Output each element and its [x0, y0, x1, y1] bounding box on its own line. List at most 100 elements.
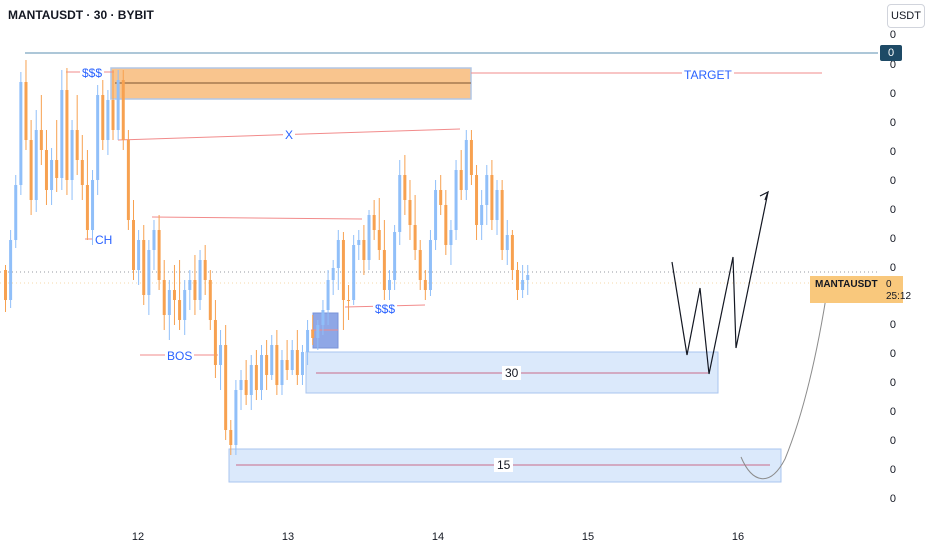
candle-body — [270, 345, 274, 375]
symbol-price-tag: MANTAUSDT 0 25:12 — [810, 276, 911, 303]
candle-body — [393, 232, 397, 280]
candle-body — [403, 175, 407, 200]
candle-body — [106, 100, 110, 140]
candle-body — [244, 380, 248, 395]
candle-body — [316, 325, 320, 338]
candle-body — [377, 230, 381, 250]
candle-body — [162, 280, 166, 315]
candle-body — [357, 240, 361, 245]
candle-body — [295, 350, 299, 375]
candle-body — [50, 160, 54, 190]
projection-path — [671, 191, 769, 375]
candle-body — [60, 90, 64, 178]
label-liquidity-mid[interactable]: $$$ — [373, 302, 398, 316]
label-zone-15[interactable]: 15 — [494, 458, 514, 472]
candle-body — [265, 355, 269, 375]
label-zone-30[interactable]: 30 — [502, 366, 522, 380]
label-bos[interactable]: BOS — [165, 349, 195, 363]
candle-body — [505, 235, 509, 250]
candle-body — [321, 310, 325, 325]
price-axis-label: 0 — [889, 146, 896, 158]
candle-body — [178, 300, 182, 320]
candle-body — [167, 290, 171, 315]
candle-body — [434, 190, 438, 240]
candle-body — [101, 95, 105, 140]
candle-body — [444, 205, 448, 245]
candle-body — [495, 190, 499, 220]
symbol-title: MANTAUSDT · 30 · BYBIT — [8, 8, 154, 22]
candle-body — [521, 280, 525, 290]
candle-body — [85, 185, 89, 230]
candle-body — [116, 80, 120, 130]
label-ch[interactable]: CH — [93, 233, 115, 247]
projection-arrowhead — [759, 190, 770, 201]
candle-body — [219, 345, 223, 365]
alternate-projection-curve — [740, 284, 829, 480]
candle-body — [132, 220, 135, 270]
candle-body — [331, 268, 335, 280]
candle-body — [428, 240, 432, 290]
candle-body — [480, 205, 484, 225]
candle-body — [516, 270, 519, 290]
price-axis-label: 0 — [889, 377, 896, 389]
candle-body — [198, 260, 202, 300]
candle-body — [367, 215, 371, 260]
candle-body — [275, 345, 279, 385]
price-axis-label: 0 — [889, 29, 896, 41]
candle-body — [188, 280, 192, 290]
candle-body — [203, 260, 207, 280]
candle-body — [439, 190, 443, 205]
candle-body — [19, 82, 23, 185]
candle-body — [464, 140, 468, 190]
candle-body — [9, 240, 13, 300]
time-axis-label: 15 — [581, 531, 595, 543]
symbol-tag-value: 0 — [886, 279, 892, 290]
candle-body — [152, 230, 156, 250]
label-x[interactable]: X — [283, 128, 296, 142]
candle-body — [55, 160, 59, 178]
candle-body — [121, 80, 125, 140]
candle-body — [311, 330, 315, 338]
candle-body — [172, 290, 176, 300]
candles-layer — [4, 60, 530, 455]
candle-body — [362, 240, 366, 260]
candle-body — [254, 365, 258, 390]
candle-body — [29, 140, 33, 200]
candle-body — [24, 82, 28, 140]
price-axis-label: 0 — [889, 464, 896, 476]
candle-body — [469, 140, 473, 175]
candle-body — [75, 130, 79, 160]
bar-countdown: 25:12 — [886, 291, 912, 302]
price-axis-label: 0 — [889, 435, 896, 447]
currency-selector[interactable]: USDT — [887, 4, 925, 28]
candle-body — [213, 320, 217, 365]
price-axis-label: 0 — [889, 233, 896, 245]
candle-body — [229, 430, 233, 445]
candle-body — [388, 280, 391, 290]
candle-body — [418, 250, 422, 280]
candle-body — [300, 352, 304, 375]
label-liquidity-left[interactable]: $$$ — [80, 66, 105, 80]
candle-body — [500, 190, 504, 250]
label-target[interactable]: TARGET — [682, 68, 734, 82]
candle-body — [91, 180, 95, 230]
candle-body — [372, 215, 376, 230]
price-axis-label: 0 — [889, 319, 896, 331]
candle-body — [137, 240, 141, 270]
candle-body — [454, 170, 458, 230]
candle-body — [352, 245, 356, 300]
candle-body — [490, 175, 494, 220]
candle-body — [341, 240, 345, 300]
candle-body — [459, 170, 463, 190]
candle-body — [475, 175, 479, 225]
candle-body — [413, 225, 417, 250]
last-price-tag: 0 — [880, 45, 902, 61]
candle-body — [239, 380, 243, 390]
candle-body — [510, 235, 514, 270]
candle-body — [111, 100, 115, 130]
price-axis-label: 0 — [889, 175, 896, 187]
price-axis-label: 0 — [889, 59, 896, 71]
candle-body — [408, 200, 412, 225]
candle-body — [96, 95, 100, 180]
